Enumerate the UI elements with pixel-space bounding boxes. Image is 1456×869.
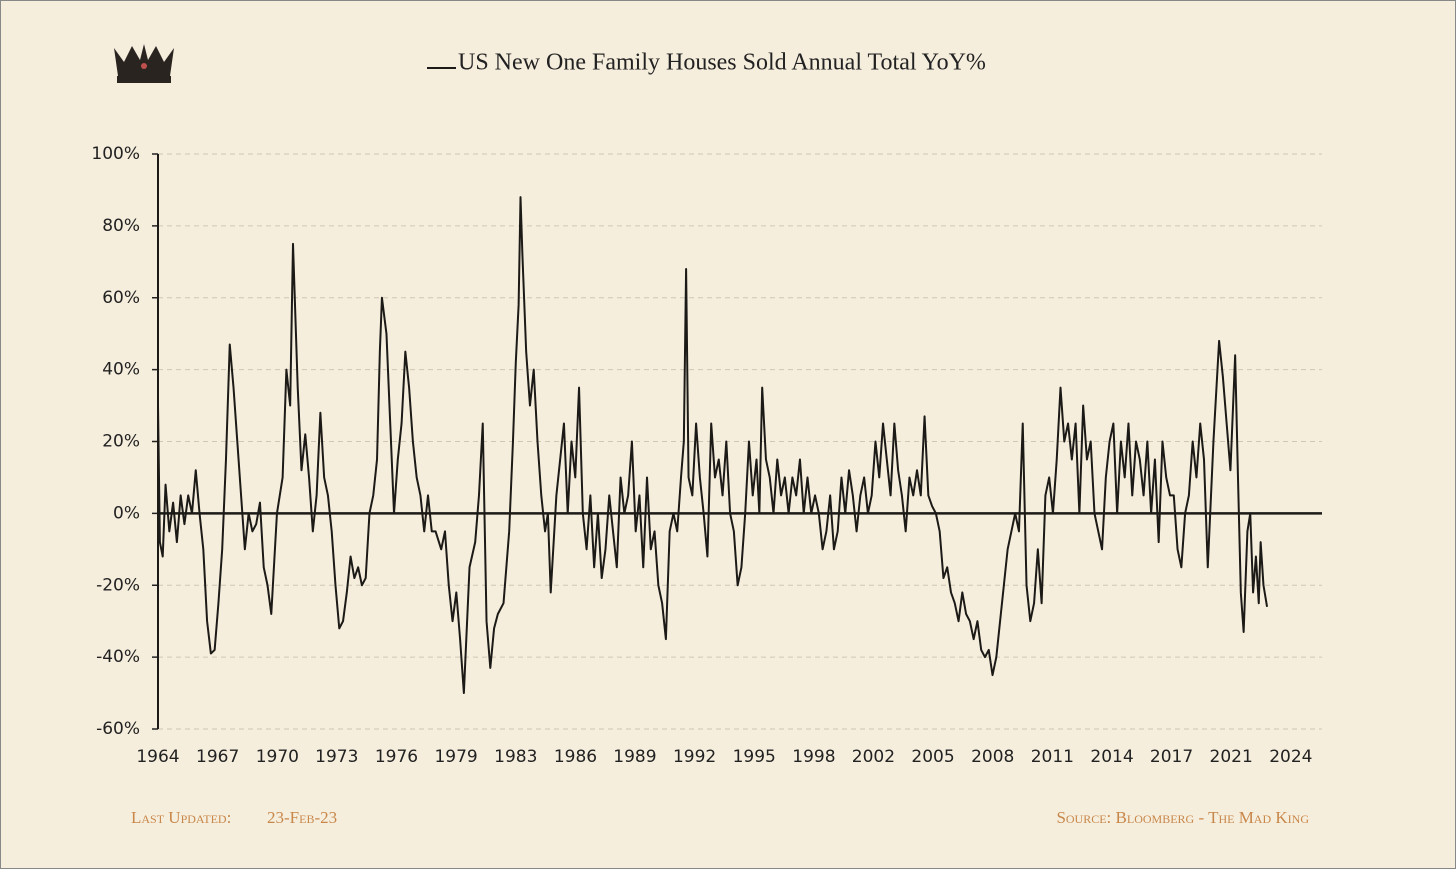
x-tick-label: 1989 xyxy=(613,747,656,767)
x-tick-label: 2024 xyxy=(1269,747,1312,767)
y-tick-label: 20% xyxy=(102,432,140,452)
x-tick-label: 1986 xyxy=(554,747,597,767)
x-tick-label: 1998 xyxy=(792,747,835,767)
x-tick-label: 1976 xyxy=(375,747,418,767)
x-tick-label: 1967 xyxy=(196,747,239,767)
x-tick-label: 2014 xyxy=(1090,747,1133,767)
x-tick-label: 2002 xyxy=(852,747,895,767)
crown-logo xyxy=(114,44,174,83)
x-tick-label: 2021 xyxy=(1210,747,1253,767)
y-tick-label: 80% xyxy=(102,216,140,236)
y-tick-label: -20% xyxy=(96,575,140,595)
legend-label: US New One Family Houses Sold Annual Tot… xyxy=(458,50,986,76)
x-tick-label: 1992 xyxy=(673,747,716,767)
x-tick-label: 1983 xyxy=(494,747,537,767)
x-tick-label: 1970 xyxy=(256,747,299,767)
x-tick-label: 1979 xyxy=(434,747,477,767)
footer-date: 23-Feb-23 xyxy=(267,808,337,827)
x-tick-label: 1964 xyxy=(136,747,179,767)
y-tick-label: 40% xyxy=(102,360,140,380)
y-tick-label: -60% xyxy=(96,719,140,739)
x-tick-label: 2011 xyxy=(1031,747,1074,767)
footer-source: Source: Bloomberg - The Mad King xyxy=(1056,808,1309,827)
x-tick-label: 2008 xyxy=(971,747,1014,767)
x-tick-label: 2005 xyxy=(911,747,954,767)
x-tick-label: 1995 xyxy=(733,747,776,767)
y-tick-label: 60% xyxy=(102,288,140,308)
x-tick-label: 2017 xyxy=(1150,747,1193,767)
x-tick-label: 1973 xyxy=(315,747,358,767)
y-tick-label: 0% xyxy=(113,503,140,523)
y-tick-label: -40% xyxy=(96,647,140,667)
data-line xyxy=(157,196,1269,695)
footer-label: Last Updated: xyxy=(131,808,231,827)
y-tick-label: 100% xyxy=(91,144,140,164)
